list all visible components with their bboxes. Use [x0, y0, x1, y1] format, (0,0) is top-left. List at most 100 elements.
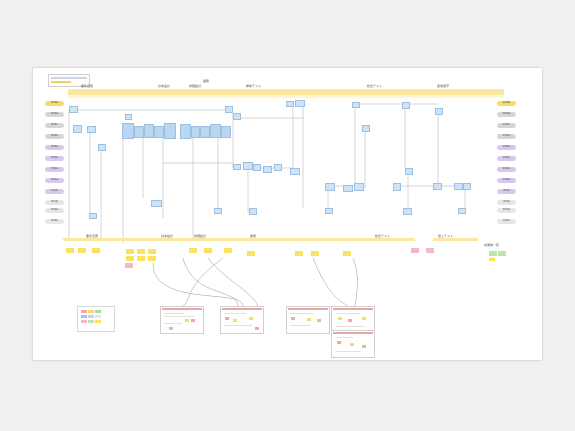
process-box-group	[221, 126, 231, 138]
lane-left-10: 担当者J	[45, 200, 64, 205]
process-box	[325, 183, 335, 191]
phase-title-top: 開発	[203, 79, 210, 83]
process-box	[225, 106, 233, 113]
process-box	[214, 208, 222, 214]
sticky-note	[204, 248, 212, 253]
sticky-note-pink	[411, 248, 419, 253]
lane-left-8: 担当者H	[45, 178, 64, 183]
document-thumbnail	[160, 306, 204, 334]
phase-title-3: 詳細設計	[189, 84, 202, 88]
connector-curve	[152, 262, 244, 307]
lane-left-5: 担当者E	[45, 145, 64, 150]
process-box	[354, 183, 364, 191]
sticky-note	[189, 248, 197, 253]
lane-left-6: 担当者F	[45, 156, 64, 161]
process-box-group	[191, 126, 200, 138]
phase-title-5: 総合テスト	[367, 84, 383, 88]
lane-left-3: 担当者C	[45, 123, 64, 128]
process-box	[286, 101, 294, 107]
lower-title-4: 開発	[250, 234, 257, 238]
lower-title-3: 詳細設計	[194, 234, 207, 238]
lower-title-1: 要件定義	[86, 234, 99, 238]
connector-curve	[182, 257, 224, 307]
document-thumbnail	[220, 306, 264, 334]
sticky-note	[489, 258, 495, 261]
lane-left-4: 担当者D	[45, 134, 64, 139]
process-box	[89, 213, 97, 219]
process-box-group	[210, 124, 221, 138]
phase-subheader-band-top	[68, 95, 504, 98]
sticky-note	[137, 249, 145, 254]
lower-title-7: 成果物一覧	[484, 243, 500, 247]
process-box	[125, 114, 132, 120]
process-box	[274, 164, 282, 171]
sticky-note	[247, 251, 255, 256]
phase-title-6: 運用保守	[437, 84, 450, 88]
process-box	[458, 208, 466, 214]
process-box-group	[164, 123, 176, 139]
process-box	[69, 106, 78, 113]
sticky-note-green	[489, 251, 497, 256]
phase-title-1: 要件定義	[81, 84, 94, 88]
phase-header-band-bottom-1	[63, 238, 143, 241]
process-box	[249, 208, 257, 215]
sticky-note	[148, 256, 156, 261]
process-box	[343, 185, 353, 192]
connector-curve	[207, 257, 259, 307]
lower-title-6: 受入テスト	[438, 234, 454, 238]
lane-right-5: 担当者E	[497, 145, 516, 150]
process-box	[73, 125, 82, 133]
sticky-note	[78, 248, 86, 253]
process-box	[295, 100, 305, 107]
process-box	[151, 200, 162, 207]
process-box	[433, 183, 442, 190]
process-box	[352, 102, 360, 108]
sticky-note-green	[498, 251, 506, 256]
process-box-group	[200, 126, 210, 138]
color-palette-card	[77, 306, 115, 332]
sticky-note	[295, 251, 303, 256]
lane-right-4: 担当者D	[497, 134, 516, 139]
lane-right-11: 担当者K	[497, 208, 516, 213]
process-box	[290, 168, 300, 175]
lane-left-11: 担当者K	[45, 208, 64, 213]
process-box	[87, 126, 96, 133]
process-box	[325, 208, 333, 214]
lane-right-9: 担当者I	[497, 189, 516, 194]
lane-left-2: 担当者B	[45, 112, 64, 117]
process-box	[463, 183, 471, 190]
process-box	[435, 108, 443, 115]
lane-right-10: 担当者J	[497, 200, 516, 205]
lane-right-7: 担当者G	[497, 167, 516, 172]
sticky-note	[126, 249, 134, 254]
sticky-note	[92, 248, 100, 253]
process-box	[402, 102, 410, 109]
process-box	[403, 208, 412, 215]
lower-title-2: 基本設計	[161, 234, 174, 238]
phase-title-4: 単体テスト	[246, 84, 262, 88]
process-box-group	[144, 124, 154, 138]
process-box-group	[122, 123, 134, 139]
phase-header-band-top	[68, 89, 504, 95]
sticky-note	[148, 249, 156, 254]
process-box	[233, 164, 241, 170]
document-thumbnail	[286, 306, 330, 334]
phase-title-2: 基本設計	[158, 84, 171, 88]
process-box	[454, 183, 463, 190]
lane-left-12: 担当者L	[45, 219, 64, 224]
process-box-group	[134, 126, 144, 138]
legend-card	[48, 74, 90, 87]
process-box	[263, 166, 272, 173]
sticky-note	[343, 251, 351, 256]
process-box	[253, 164, 261, 171]
lane-right-1: 担当者A	[497, 101, 516, 106]
process-box	[233, 113, 241, 120]
lane-left-9: 担当者I	[45, 189, 64, 194]
lane-right-3: 担当者C	[497, 123, 516, 128]
lane-right-6: 担当者F	[497, 156, 516, 161]
lane-left-7: 担当者G	[45, 167, 64, 172]
lane-right-8: 担当者H	[497, 178, 516, 183]
lower-title-5: 総合テスト	[375, 234, 391, 238]
sticky-note	[311, 251, 319, 256]
sticky-note	[66, 248, 74, 253]
